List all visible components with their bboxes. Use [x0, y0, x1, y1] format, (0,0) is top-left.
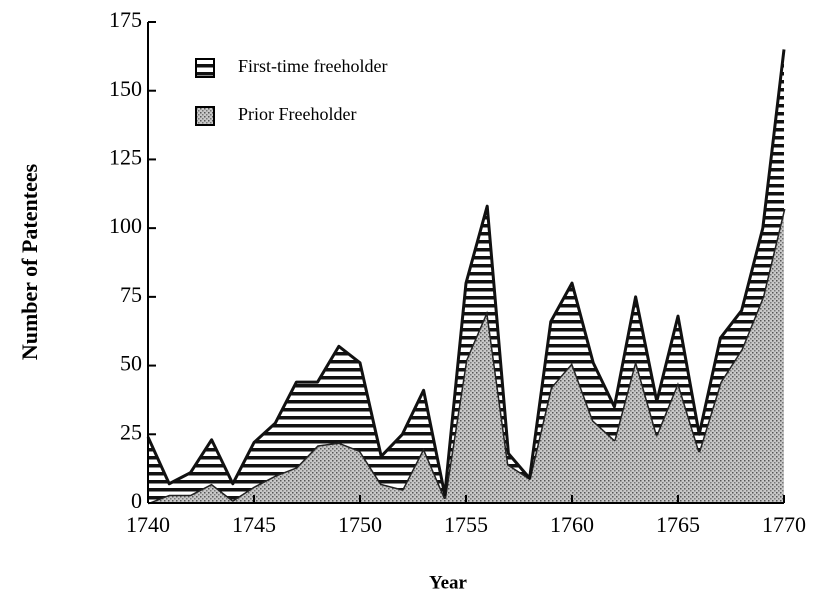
x-tick-label: 1770	[762, 512, 806, 537]
y-tick-label: 50	[120, 351, 142, 376]
y-tick-label: 75	[120, 282, 142, 307]
area-fill	[148, 208, 784, 503]
x-axis-label: Year	[429, 572, 468, 593]
y-tick-label: 0	[131, 488, 142, 513]
x-tick-label: 1745	[232, 512, 276, 537]
legend-label: First-time freeholder	[238, 56, 387, 76]
y-tick-label: 100	[109, 213, 142, 238]
y-tick-label: 175	[109, 7, 142, 32]
x-tick-label: 1765	[656, 512, 700, 537]
y-tick-label: 125	[109, 144, 142, 169]
x-tick-label: 1740	[126, 512, 170, 537]
y-tick-label: 25	[120, 419, 142, 444]
legend-swatch	[195, 106, 215, 126]
area-fill	[148, 49, 784, 503]
x-tick-label: 1750	[338, 512, 382, 537]
x-tick-label: 1760	[550, 512, 594, 537]
legend-swatch	[195, 58, 215, 78]
y-tick-label: 150	[109, 76, 142, 101]
x-tick-label: 1755	[444, 512, 488, 537]
area-edge	[146, 49, 786, 497]
y-axis-label: Number of Patentees	[17, 163, 42, 360]
legend-label: Prior Freeholder	[238, 104, 356, 124]
